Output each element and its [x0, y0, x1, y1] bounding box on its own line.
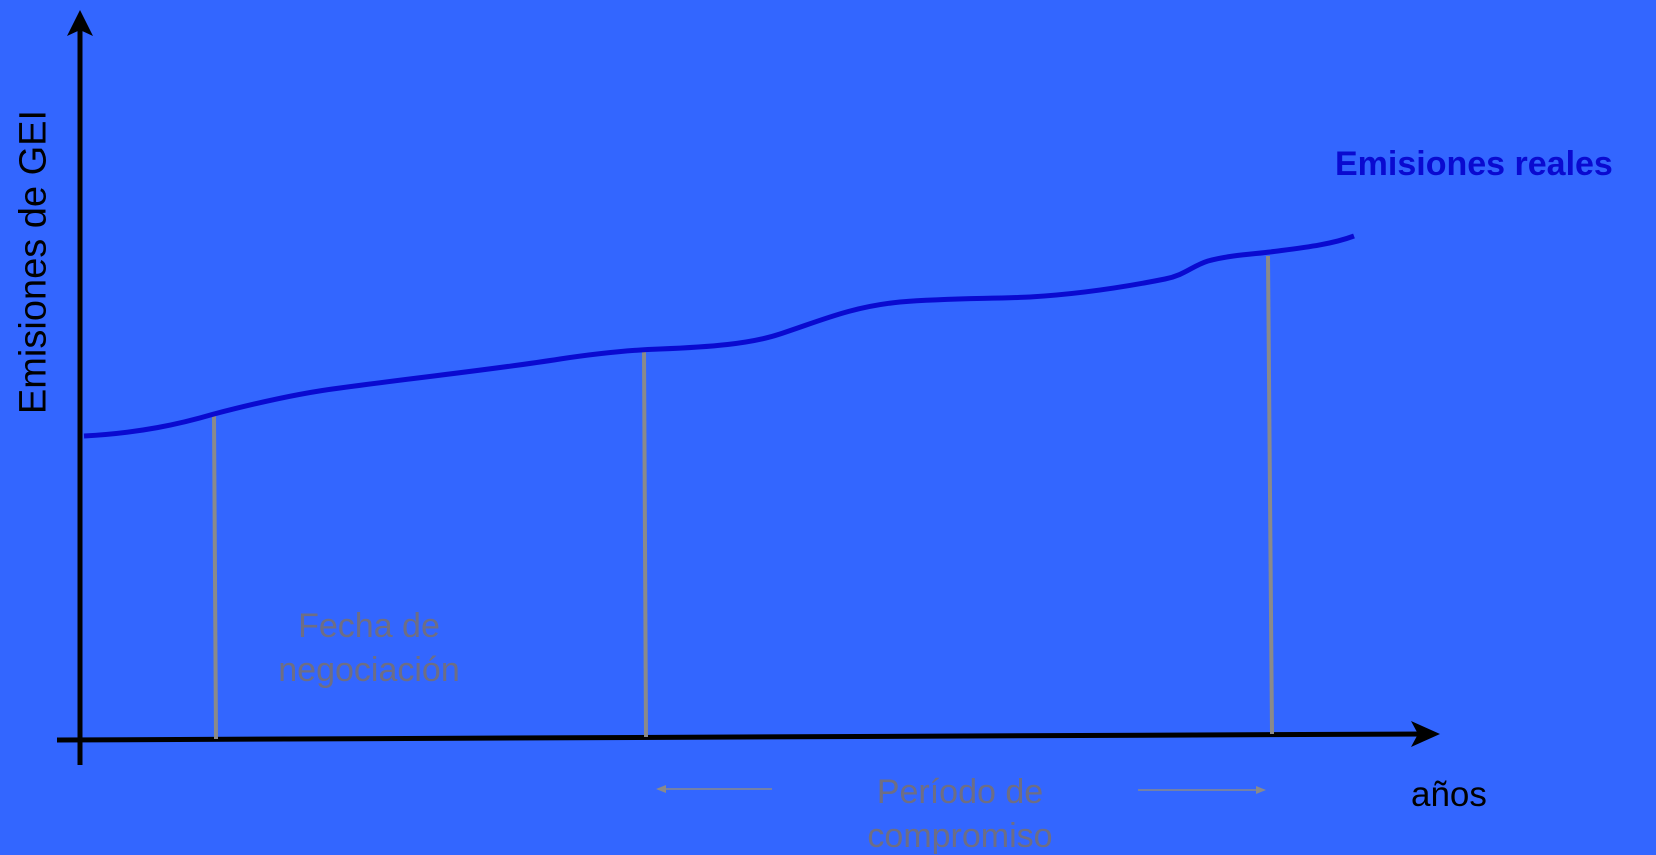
commitment-label-line-1: Período de: [876, 773, 1044, 811]
commitment-left-arrowhead: [656, 785, 666, 793]
commitment-start-marker: [642, 350, 648, 738]
negotiation-date-marker: [212, 415, 218, 740]
negotiation-label-line-2: negociación: [278, 651, 460, 689]
y-axis-label: Emisiones de GEI: [12, 109, 55, 415]
x-axis-arrowhead: [1411, 721, 1440, 747]
commitment-label-line-2: compromiso: [867, 817, 1053, 855]
commitment-period-label: Período de compromiso: [867, 770, 1052, 855]
emissions-line: [83, 233, 1355, 439]
commitment-right-arrowhead: [1256, 786, 1266, 794]
negotiation-label-line-1: Fecha de: [298, 607, 440, 645]
x-axis: [56, 731, 1426, 743]
commitment-end-marker: [1266, 255, 1274, 735]
negotiation-date-label: Fecha de negociación: [278, 604, 459, 692]
series-label: Emisiones reales: [1335, 145, 1613, 183]
x-axis-label: años: [1411, 775, 1487, 814]
y-axis-arrowhead: [67, 10, 93, 36]
